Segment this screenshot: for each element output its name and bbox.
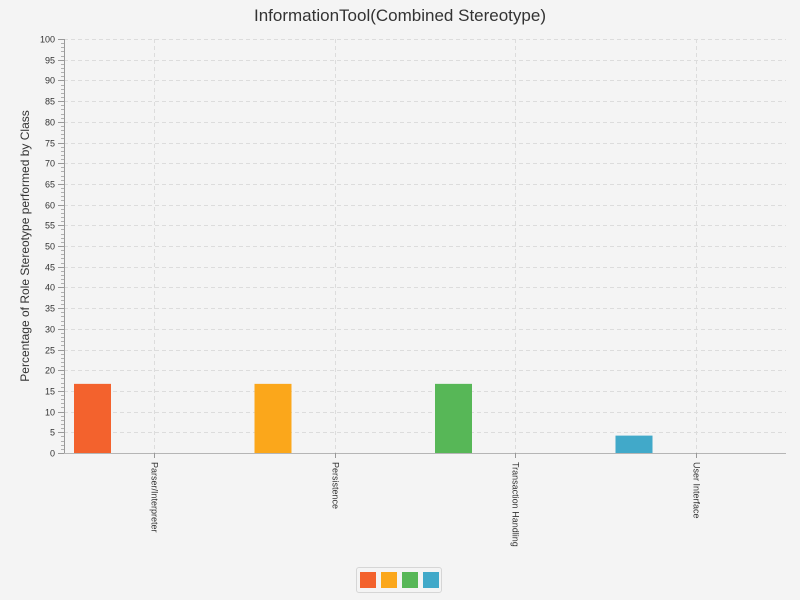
y-tick-label: 30 [45, 325, 55, 335]
chart-title: InformationTool(Combined Stereotype) [254, 6, 546, 25]
x-tick-label: Parser/Interpreter [150, 462, 160, 533]
y-tick-label: 50 [45, 242, 55, 252]
y-tick-label: 15 [45, 387, 55, 397]
y-tick-label: 0 [50, 449, 55, 459]
y-axis-ticks: 0 5 10 15 20 25 30 35 40 45 50 55 60 65 70 75 80 85 90 95 10… [40, 35, 64, 459]
y-tick-label: 65 [45, 180, 55, 190]
y-tick-label: 35 [45, 304, 55, 314]
x-axis-labels: Parser/Interpreter Persistence Transaction… [150, 453, 702, 547]
bar-user-interface [615, 435, 653, 453]
legend-swatch [422, 572, 439, 588]
legend-swatch [359, 572, 376, 588]
y-tick-label: 60 [45, 201, 55, 211]
x-tick-label: User Interface [692, 462, 702, 519]
bars [74, 383, 653, 453]
y-tick-label: 20 [45, 366, 55, 376]
y-tick-label: 85 [45, 97, 55, 107]
legend-swatch [401, 572, 418, 588]
y-tick-label: 45 [45, 263, 55, 273]
bar-persistence [254, 383, 292, 453]
axes [64, 39, 786, 454]
grid-lines [64, 39, 786, 453]
y-tick-label: 80 [45, 118, 55, 128]
y-tick-label: 55 [45, 221, 55, 231]
x-tick-label: Transaction Handling [511, 462, 521, 547]
y-tick-label: 75 [45, 139, 55, 149]
y-tick-label: 70 [45, 159, 55, 169]
y-tick-label: 25 [45, 346, 55, 356]
legend-swatch [380, 572, 397, 588]
y-tick-label: 100 [40, 35, 55, 45]
legend [356, 567, 442, 593]
bar-transaction-handling [435, 383, 472, 453]
x-tick-label: Persistence [331, 462, 341, 509]
y-tick-label: 90 [45, 76, 55, 86]
y-tick-label: 5 [50, 428, 55, 438]
y-axis-title: Percentage of Role Stereotype performed … [18, 110, 32, 381]
bar-parser-interpreter [74, 383, 111, 453]
y-tick-label: 10 [45, 408, 55, 418]
y-tick-label: 95 [45, 56, 55, 66]
y-tick-label: 40 [45, 283, 55, 293]
